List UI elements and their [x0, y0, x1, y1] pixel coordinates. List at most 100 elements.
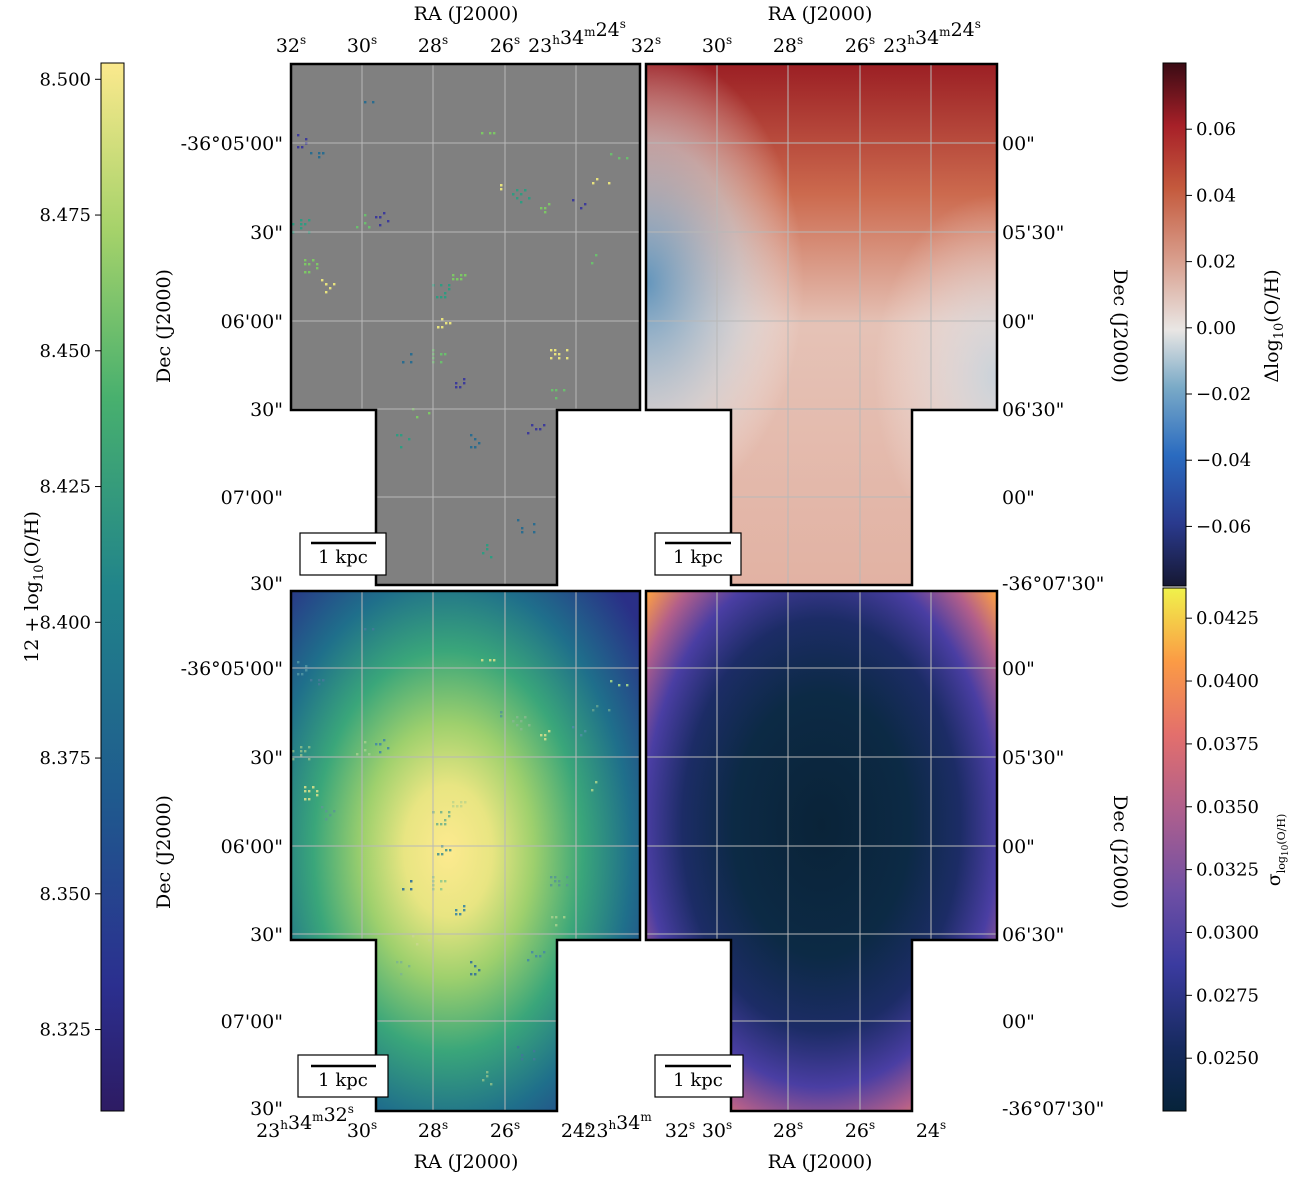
data-point: [554, 876, 557, 879]
data-point: [396, 961, 399, 964]
scale-bar-top-left: 1 kpc: [299, 532, 387, 576]
data-point: [481, 132, 484, 135]
data-point: [356, 226, 359, 229]
dec-label-left-bottom: Dec (J2000): [153, 795, 175, 909]
colorbar-tick-label: 8.425: [39, 477, 91, 498]
data-point: [356, 753, 359, 756]
data-point: [308, 798, 311, 801]
data-point: [300, 754, 303, 757]
colorbar-right-top-label: Δlog10(O/H): [1261, 269, 1287, 382]
colorbar-tick-label: 8.325: [39, 1020, 91, 1041]
data-point: [521, 1054, 524, 1057]
data-point: [304, 263, 307, 266]
colorbar-tick-label: 8.500: [39, 69, 91, 90]
data-point: [460, 274, 463, 277]
data-point: [535, 428, 538, 431]
colorbar-tick-label: 0.04: [1196, 185, 1236, 206]
data-point: [301, 673, 304, 676]
ra-tick-label: 23h34m: [584, 1110, 652, 1142]
data-point: [455, 382, 458, 385]
data-point: [500, 184, 503, 187]
data-point: [305, 669, 308, 672]
colorbar-tick-label: −0.02: [1196, 384, 1251, 405]
data-point: [521, 1058, 524, 1061]
data-point: [440, 361, 443, 364]
data-point: [544, 734, 547, 737]
data-point: [310, 152, 313, 155]
data-point: [460, 278, 463, 281]
scale-bar-label: 1 kpc: [673, 547, 723, 568]
data-point: [512, 720, 515, 723]
data-point: [440, 296, 443, 299]
data-point: [312, 786, 315, 789]
ra-tick-label: 30s: [702, 1118, 732, 1142]
data-point: [520, 201, 523, 204]
data-point: [470, 961, 473, 964]
data-point: [548, 203, 551, 206]
data-point: [441, 326, 444, 329]
data-point: [535, 955, 538, 958]
data-point: [543, 424, 546, 427]
data-point: [517, 519, 520, 522]
colorbar-right-bottom: 0.0250 0.0275 0.0300 0.0325 0.0350 0.0375 0.04…: [1162, 587, 1291, 1112]
data-point: [463, 378, 466, 381]
data-point: [364, 101, 367, 104]
data-point: [520, 728, 523, 731]
data-point: [527, 959, 530, 962]
data-point: [316, 267, 319, 270]
dec-tick-label: -36°05'00": [181, 133, 283, 155]
data-point: [379, 216, 382, 219]
data-point: [521, 531, 524, 534]
data-point: [440, 823, 443, 826]
data-point: [572, 726, 575, 729]
data-point: [539, 428, 542, 431]
scale-bar-top-right: 1 kpc: [654, 532, 742, 576]
data-point: [563, 389, 566, 392]
data-point: [464, 274, 467, 277]
data-point: [300, 219, 303, 222]
data-point: [550, 876, 553, 879]
data-point: [410, 361, 413, 364]
ra-tick-label: 28s: [418, 33, 448, 57]
dec-tick-label: 06'30": [1002, 924, 1064, 946]
data-point: [551, 916, 554, 919]
data-point: [400, 973, 403, 976]
colorbar-right-bottom-label: σlog10(O/H): [1263, 814, 1291, 887]
data-point: [474, 965, 477, 968]
data-point: [533, 1050, 536, 1053]
data-point: [486, 544, 489, 547]
data-point: [596, 178, 599, 181]
data-point: [452, 805, 455, 808]
data-point: [516, 716, 519, 719]
colorbar-right-top-ticks: −0.06 −0.04 −0.02 0.00 0.02 0.04 0.06: [1186, 119, 1251, 537]
data-point: [387, 220, 390, 223]
data-point: [428, 412, 431, 415]
data-point: [580, 734, 583, 737]
data-point: [372, 628, 375, 631]
data-point: [410, 353, 413, 356]
dec-tick-label: 00": [1002, 487, 1035, 509]
data-point: [448, 284, 451, 287]
data-point: [490, 1083, 493, 1086]
data-point: [516, 724, 519, 727]
data-point: [364, 741, 367, 744]
ra-tick-label: 28s: [773, 33, 803, 57]
dec-tick-label: 30": [250, 399, 283, 421]
data-point: [416, 943, 419, 946]
ra-tick-label: 23h34m32s: [256, 1102, 354, 1142]
data-point: [436, 296, 439, 299]
data-point: [444, 819, 447, 822]
data-point: [572, 199, 575, 202]
data-point: [440, 888, 443, 891]
scale-bar-bottom-right: 1 kpc: [654, 1054, 744, 1098]
data-point: [452, 801, 455, 804]
data-point: [297, 146, 300, 149]
data-point: [318, 156, 321, 159]
data-point: [533, 531, 536, 534]
data-point: [310, 679, 313, 682]
data-point: [437, 853, 440, 856]
data-point: [379, 743, 382, 746]
data-point: [452, 278, 455, 281]
data-point: [318, 152, 321, 155]
ra-label-top-left: RA (J2000): [414, 3, 519, 25]
